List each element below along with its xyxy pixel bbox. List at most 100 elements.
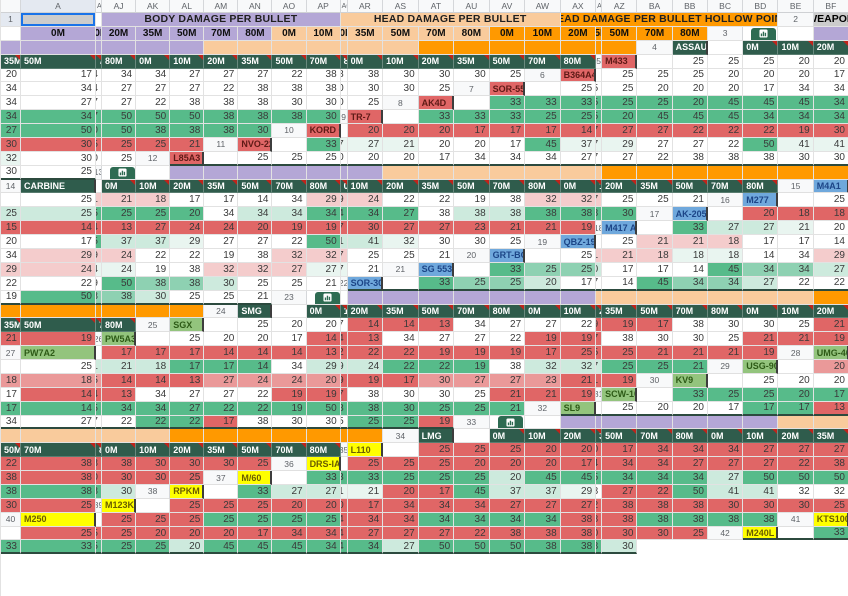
cell[interactable] (1, 360, 21, 374)
cell[interactable] (637, 221, 673, 236)
damage-cell[interactable]: 17 (418, 484, 455, 499)
group-strip-cell[interactable] (21, 429, 96, 444)
damage-cell[interactable]: 25 (813, 193, 848, 208)
damage-cell[interactable]: 19 (418, 415, 455, 430)
damage-cell[interactable]: 27 (340, 137, 348, 152)
damage-cell[interactable]: 34 (21, 82, 96, 97)
row-number[interactable]: 21 (383, 262, 419, 277)
damage-cell[interactable]: 38 (672, 498, 708, 513)
distance-header-cell[interactable]: 35M (347, 26, 384, 41)
damage-cell[interactable]: 20 (778, 68, 814, 83)
damage-cell[interactable]: 30 (383, 82, 419, 97)
weapon-name-cell[interactable]: KORD 6P67 (306, 124, 341, 138)
damage-cell[interactable]: 50 (102, 124, 137, 138)
distance-header-cell[interactable]: 10M (525, 429, 561, 444)
damage-cell[interactable]: 45 (454, 484, 490, 499)
group-strip-cell[interactable] (525, 40, 561, 55)
damage-cell[interactable]: 20 (340, 151, 348, 166)
damage-cell[interactable]: 17 (170, 360, 205, 374)
row-number[interactable]: 26 (96, 332, 102, 347)
damage-cell[interactable]: 27 (743, 457, 779, 472)
cell[interactable] (489, 415, 526, 430)
distance-header-cell[interactable]: 50M (602, 26, 638, 41)
damage-cell[interactable]: 20 (383, 151, 419, 166)
group-strip-cell[interactable] (347, 429, 384, 444)
damage-cell[interactable]: 30 (778, 151, 814, 166)
damage-cell[interactable]: 25 (454, 443, 490, 458)
damage-cell[interactable]: 18 (707, 248, 744, 263)
group-strip-cell[interactable] (347, 165, 384, 180)
damage-cell[interactable]: 14 (96, 387, 102, 402)
row-number[interactable]: 31 (596, 387, 603, 402)
weapon-name-cell[interactable]: USG-90 (743, 360, 779, 374)
damage-cell[interactable]: 34 (340, 512, 348, 527)
damage-cell[interactable]: 25 (170, 332, 205, 347)
distance-header-cell[interactable]: 20M (813, 40, 848, 55)
damage-cell[interactable]: 22 (778, 276, 814, 291)
damage-cell[interactable]: 27 (813, 262, 848, 277)
column-letter[interactable]: AL (170, 0, 205, 13)
group-strip-cell[interactable] (602, 415, 638, 430)
damage-cell[interactable]: 45 (238, 540, 273, 555)
cell[interactable] (778, 526, 814, 541)
damage-cell[interactable]: 25 (707, 54, 744, 69)
row-number[interactable]: 37 (204, 471, 239, 485)
damage-cell[interactable]: 41 (707, 484, 744, 499)
damage-cell[interactable]: 22 (778, 457, 814, 472)
weapon-name-cell[interactable]: SOR-556 MK2 (489, 82, 526, 97)
damage-cell[interactable]: 15 (1, 221, 21, 236)
damage-cell[interactable]: 37 (136, 235, 171, 249)
damage-cell[interactable]: 27 (102, 96, 137, 111)
group-strip-cell[interactable] (489, 290, 526, 305)
distance-header-cell[interactable]: 10M (383, 54, 419, 69)
column-letter[interactable]: AW (525, 0, 561, 13)
damage-cell[interactable]: 21 (306, 276, 341, 291)
damage-cell[interactable]: 29 (96, 248, 102, 263)
damage-cell[interactable]: 34 (102, 68, 137, 83)
damage-cell[interactable]: 21 (596, 248, 603, 263)
damage-cell[interactable]: 27 (813, 443, 848, 458)
damage-cell[interactable]: 38 (637, 512, 673, 527)
distance-header-cell[interactable]: 35M (204, 443, 239, 458)
damage-cell[interactable]: 25 (602, 193, 638, 208)
damage-cell[interactable]: 38 (672, 512, 708, 527)
damage-cell[interactable]: 38 (204, 96, 239, 111)
damage-cell[interactable]: 25 (238, 498, 273, 513)
damage-cell[interactable]: 27 (136, 82, 171, 97)
distance-header-cell[interactable]: 70M (525, 54, 561, 69)
damage-cell[interactable]: 20 (560, 443, 597, 458)
group-strip-cell[interactable] (347, 290, 384, 305)
damage-cell[interactable]: 25 (136, 512, 171, 527)
damage-cell[interactable]: 27 (560, 498, 597, 513)
distance-header-cell[interactable]: 0M (272, 26, 307, 41)
group-strip-cell[interactable] (238, 165, 273, 180)
damage-cell[interactable]: 33 (489, 96, 526, 111)
weapon-name-cell[interactable]: QBZ-192 (560, 235, 597, 249)
distance-header-cell[interactable]: 20M (170, 443, 205, 458)
damage-cell[interactable]: 38 (707, 151, 744, 166)
row-number[interactable]: 9 (340, 110, 348, 125)
distance-header-cell[interactable]: 80M (525, 179, 561, 194)
damage-cell[interactable]: 30 (383, 68, 419, 83)
damage-cell[interactable]: 22 (136, 248, 171, 263)
damage-cell[interactable]: 38 (602, 332, 638, 347)
damage-cell[interactable]: 25 (637, 193, 673, 208)
damage-cell[interactable]: 25 (170, 471, 205, 485)
cell[interactable] (340, 124, 348, 138)
distance-header-cell[interactable]: 10M (170, 54, 205, 69)
damage-cell[interactable]: 32 (306, 248, 341, 263)
damage-cell[interactable]: 33 (489, 262, 526, 277)
damage-cell[interactable]: 27 (707, 471, 744, 485)
damage-cell[interactable]: 25 (454, 471, 490, 485)
damage-cell[interactable]: 20 (272, 498, 307, 513)
damage-cell[interactable]: 34 (418, 512, 455, 527)
weapon-name-cell[interactable]: DRS-IAR (306, 457, 341, 472)
damage-cell[interactable]: 20 (813, 373, 848, 388)
damage-cell[interactable]: 25 (21, 526, 96, 541)
damage-cell[interactable]: 38 (21, 457, 96, 472)
damage-cell[interactable]: 30 (383, 387, 419, 402)
damage-cell[interactable]: 14 (272, 346, 307, 361)
group-strip-cell[interactable] (672, 415, 708, 430)
group-strip-cell[interactable] (778, 290, 814, 305)
damage-cell[interactable]: 27 (672, 137, 708, 152)
